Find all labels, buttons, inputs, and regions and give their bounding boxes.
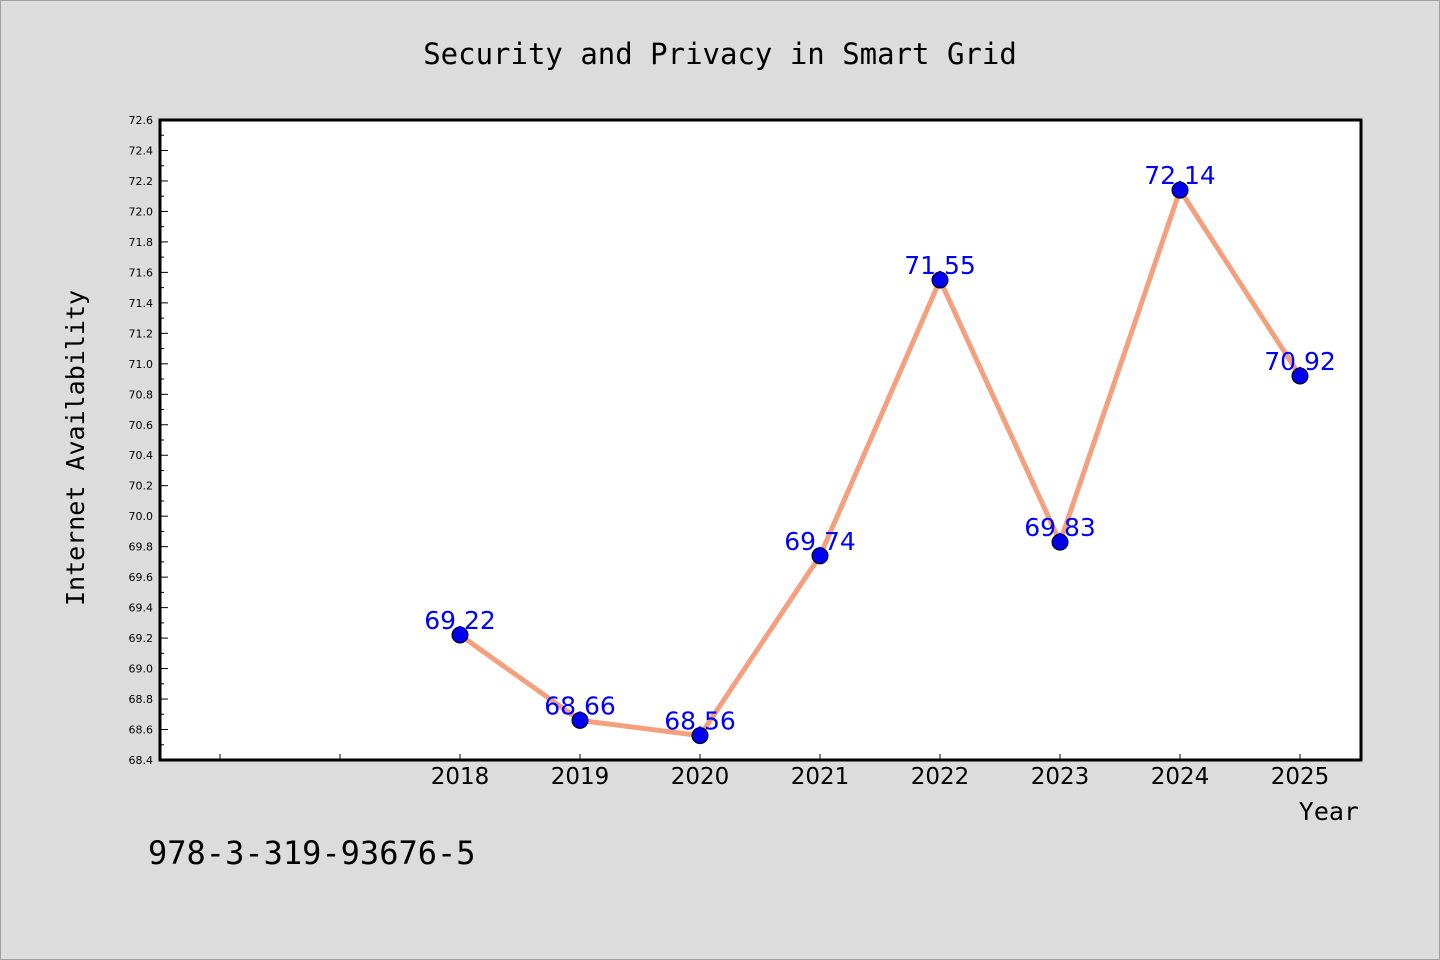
- data-point: [451, 626, 469, 644]
- x-tick-label: 2023: [1031, 764, 1090, 790]
- x-axis: 2018 2019 2020 2021 2022 2023 2024 2025: [219, 754, 1330, 790]
- y-tick-label: 71.4: [129, 297, 154, 310]
- data-point: [691, 727, 709, 745]
- data-label: 69.22: [424, 606, 496, 635]
- x-tick-label: 2019: [551, 764, 610, 790]
- y-axis-label: Internet Availability: [61, 290, 90, 606]
- y-tick-label: 70.6: [129, 419, 154, 432]
- chart-title: Security and Privacy in Smart Grid: [423, 37, 1017, 71]
- y-axis: 68.4 68.6 68.8 69.0 69.2 69.4 69.6 69.8 70.0 70.2…: [129, 114, 168, 767]
- y-tick-label: 71.2: [129, 327, 154, 340]
- y-tick-label: 68.8: [129, 693, 154, 706]
- y-tick-label: 69.4: [129, 602, 154, 615]
- data-label: 68.66: [544, 691, 616, 720]
- x-tick-label: 2021: [791, 764, 850, 790]
- y-tick-label: 69.2: [129, 632, 154, 645]
- data-label: 70.92: [1264, 347, 1336, 376]
- y-tick-label: 68.6: [129, 724, 154, 737]
- data-labels: 69.22 68.66 68.56 69.74 71.55 69.83 72.14 70.92: [424, 161, 1336, 736]
- x-axis-label: Year: [1299, 797, 1359, 826]
- y-tick-label: 68.4: [129, 754, 154, 767]
- y-tick-label: 70.2: [129, 480, 154, 493]
- series-line: [458, 187, 1303, 739]
- y-tick-label: 69.8: [129, 541, 154, 554]
- data-point: [571, 711, 589, 729]
- y-tick-label: 70.8: [129, 388, 154, 401]
- series-polyline: [458, 187, 1303, 739]
- x-tick-label: 2022: [911, 764, 970, 790]
- y-tick-label: 70.0: [129, 510, 154, 523]
- data-label: 72.14: [1144, 161, 1216, 190]
- data-point: [931, 271, 949, 289]
- data-point: [1051, 533, 1069, 551]
- y-tick-label: 72.2: [129, 175, 154, 188]
- y-tick-label: 71.0: [129, 358, 154, 371]
- isbn-text: 978-3-319-93676-5: [148, 834, 476, 872]
- x-tick-label: 2025: [1271, 764, 1330, 790]
- data-label: 68.56: [664, 707, 736, 736]
- data-point: [1291, 367, 1309, 385]
- y-tick-label: 72.6: [129, 114, 154, 127]
- y-tick-label: 71.6: [129, 266, 154, 279]
- x-tick-label: 2020: [671, 764, 730, 790]
- x-tick-label: 2024: [1151, 764, 1210, 790]
- data-point: [811, 547, 829, 565]
- y-tick-label: 69.0: [129, 663, 154, 676]
- y-tick-label: 72.0: [129, 205, 154, 218]
- y-tick-label: 72.4: [129, 144, 154, 157]
- data-markers: [451, 181, 1309, 745]
- x-tick-label: 2018: [431, 764, 490, 790]
- plot-area: [158, 118, 1363, 762]
- data-point: [1171, 181, 1189, 199]
- data-label: 71.55: [904, 251, 976, 280]
- data-label: 69.83: [1024, 513, 1096, 542]
- y-tick-label: 70.4: [129, 449, 154, 462]
- y-tick-label: 71.8: [129, 236, 154, 249]
- y-tick-label: 69.6: [129, 571, 154, 584]
- data-label: 69.74: [784, 527, 856, 556]
